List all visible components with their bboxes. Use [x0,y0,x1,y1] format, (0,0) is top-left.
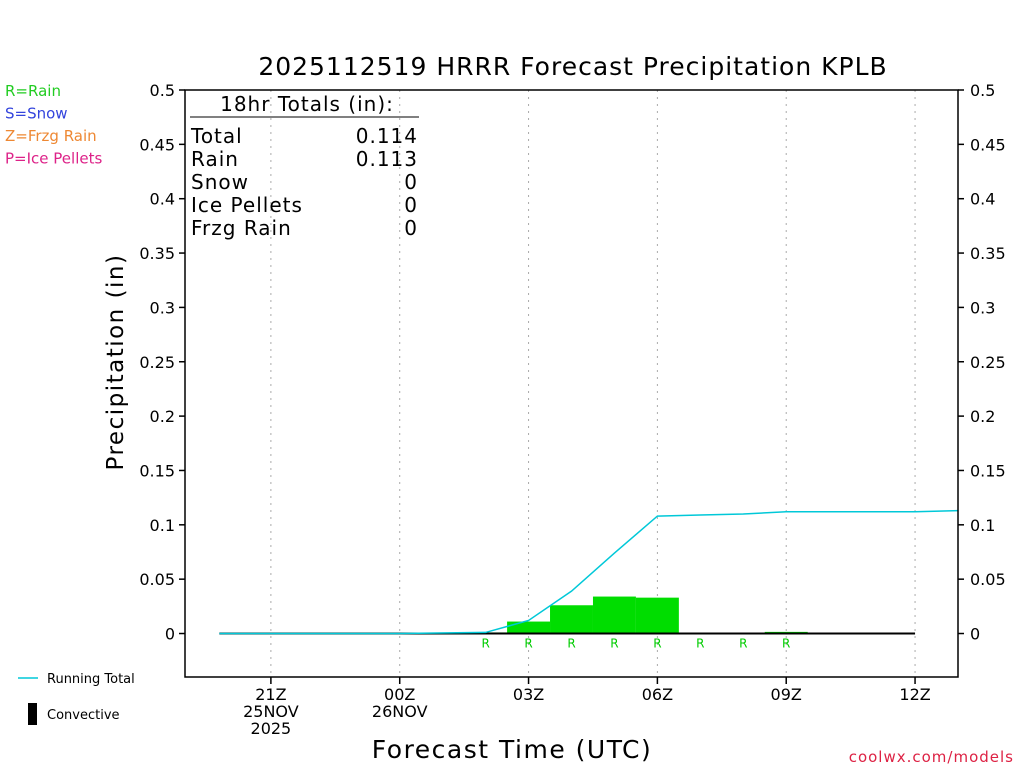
y-tick-label-left-10: 0 [165,625,175,644]
ptype-legend-0: R=Rain [5,82,61,100]
x-tick-label-4-0: 09Z [771,685,802,704]
ptype-marker-6: R [739,637,747,651]
totals-box: 18hr Totals (in): Total 0.114 Rain 0.113 Sno… [190,92,419,240]
x-tick-label-0-2: 2025 [251,719,292,738]
y-axis-left: 0.5 0.45 0.4 0.35 0.3 0.25 0.2 0.15 0.1 0.05 0 [139,81,185,644]
x-tick-label-2-0: 03Z [513,685,544,704]
totals-value-4: 0 [404,216,418,240]
totals-label-3: Ice Pellets [191,193,303,217]
y-tick-label-left-3: 0.35 [139,244,175,263]
y-tick-label-left-7: 0.15 [139,461,175,480]
totals-label-1: Rain [191,147,239,171]
bar-8 [550,605,593,634]
y-tick-label-left-9: 0.05 [139,570,175,589]
y-tick-label-right-5: 0.25 [970,353,1006,372]
x-tick-label-5-0: 12Z [899,685,930,704]
totals-value-3: 0 [404,193,418,217]
plot-frame [184,89,959,678]
ptype-legend-3: P=Ice Pellets [5,150,102,168]
y-tick-label-left-2: 0.4 [150,190,175,209]
totals-value-0: 0.114 [356,124,418,148]
y-tick-label-right-10: 0 [970,625,980,644]
ptype-marker-3: R [610,637,618,651]
y-tick-label-right-0: 0.5 [970,81,995,100]
y-tick-label-left-1: 0.45 [139,135,175,154]
y-tick-label-left-8: 0.1 [150,516,175,535]
credit-text: coolwx.com/models [849,748,1014,766]
legend-label-1: Convective [47,708,120,723]
bar-10 [635,597,679,634]
x-tick-label-0-1: 25NOV [243,702,299,721]
totals-label-2: Snow [191,170,249,194]
ptype-marker-0: R [481,637,489,651]
totals-label-4: Frzg Rain [191,216,292,240]
chart-title: 2025112519 HRRR Forecast Precipitation K… [258,52,887,81]
x-tick-label-1-0: 00Z [384,685,415,704]
precip-bars [464,596,808,634]
ptype-marker-7: R [782,637,790,651]
y-tick-label-right-7: 0.15 [970,461,1006,480]
totals-header: 18hr Totals (in): [220,92,394,116]
ptype-legend-1: S=Snow [5,105,68,123]
y-tick-label-right-8: 0.1 [970,516,995,535]
y-tick-label-left-0: 0.5 [150,81,175,100]
y-tick-label-right-6: 0.2 [970,407,995,426]
y-tick-label-right-9: 0.05 [970,570,1006,589]
ptype-marker-5: R [696,637,704,651]
y-tick-label-right-2: 0.4 [970,190,995,209]
totals-label-0: Total [190,124,243,148]
y-tick-label-right-4: 0.3 [970,298,995,317]
ptype-legend: R=Rain S=Snow Z=Frzg Rain P=Ice Pellets [5,82,102,168]
x-tick-label-1-1: 26NOV [372,702,428,721]
totals-value-1: 0.113 [356,147,418,171]
legend-swatch-convective [28,703,37,725]
y-axis-right: 0.5 0.45 0.4 0.35 0.3 0.25 0.2 0.15 0.1 0.05 0 [958,81,1006,644]
y-axis-label: Precipitation (in) [103,254,129,471]
x-tick-label-0-0: 21Z [255,685,286,704]
ptype-marker-2: R [567,637,575,651]
y-tick-label-right-3: 0.35 [970,244,1006,263]
ptype-marker-1: R [524,637,532,651]
x-tick-label-3-0: 06Z [642,685,673,704]
ptype-marker-4: R [653,637,661,651]
bar-9 [592,596,636,634]
ptype-legend-2: Z=Frzg Rain [5,127,97,145]
grid-lines [270,90,916,677]
bottom-legend: Running Total Convective [18,672,135,725]
x-axis-label: Forecast Time (UTC) [372,735,652,764]
totals-value-2: 0 [404,170,418,194]
running-total-line [219,509,959,635]
y-tick-label-right-1: 0.45 [970,135,1006,154]
y-tick-label-left-4: 0.3 [150,298,175,317]
legend-label-0: Running Total [47,672,135,687]
y-tick-label-left-6: 0.2 [150,407,175,426]
y-tick-label-left-5: 0.25 [139,353,175,372]
bar-7 [507,621,551,634]
